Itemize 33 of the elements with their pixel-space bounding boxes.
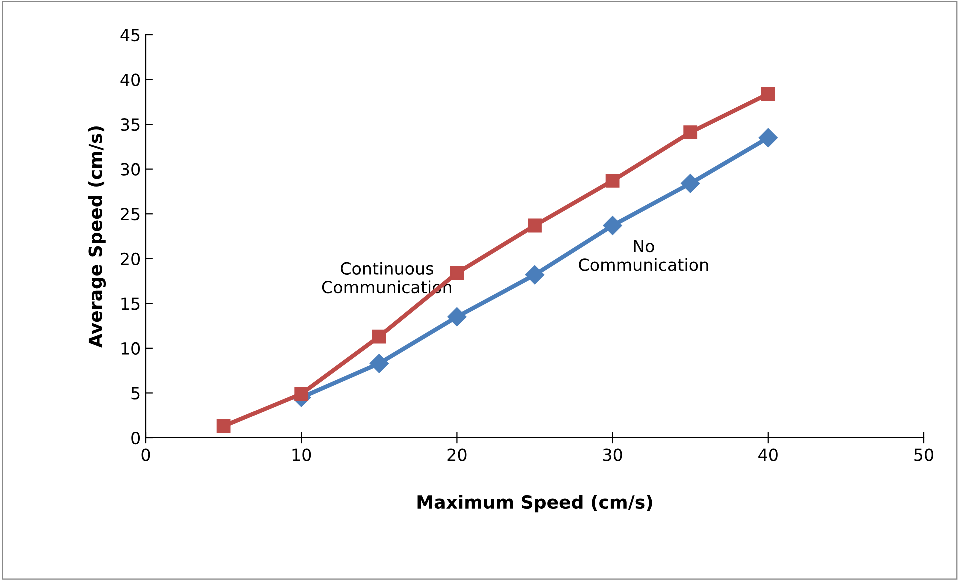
point (448, 308, 467, 327)
x-tick-label: 50 (914, 448, 934, 462)
point (525, 265, 545, 285)
y-tick-label: 25 (121, 208, 140, 221)
point (606, 174, 620, 188)
y-tick-label: 20 (121, 252, 140, 266)
y-tick-label: 35 (121, 118, 140, 132)
x-tick-label: 40 (758, 448, 778, 462)
x-tick-label: 30 (603, 448, 622, 462)
x-tick-label: 10 (292, 448, 312, 462)
y-tick-label: 10 (122, 342, 140, 356)
y-tick-label: 40 (120, 74, 140, 86)
point (216, 419, 231, 434)
point (372, 330, 386, 344)
point (294, 387, 309, 402)
y-tick-label: 0 (132, 432, 140, 445)
y-tick-label: 5 (132, 387, 140, 400)
point (528, 218, 542, 233)
point (684, 126, 698, 140)
point (761, 87, 776, 102)
y-tick-label: 45 (120, 29, 140, 42)
x-axis-title: Maximum Speed (cm/s) (418, 495, 652, 513)
x-tick-label: 0 (142, 448, 150, 462)
point (370, 354, 389, 374)
y-tick-label: 30 (121, 163, 140, 176)
point (603, 216, 622, 236)
point (758, 128, 778, 148)
y-axis-title: Average Speed (cm/s) (88, 126, 106, 348)
point (450, 266, 464, 280)
series-label: No Communication (579, 240, 708, 272)
x-tick-label: 20 (448, 448, 467, 462)
y-tick-label: 15 (122, 298, 140, 310)
point (681, 174, 700, 194)
